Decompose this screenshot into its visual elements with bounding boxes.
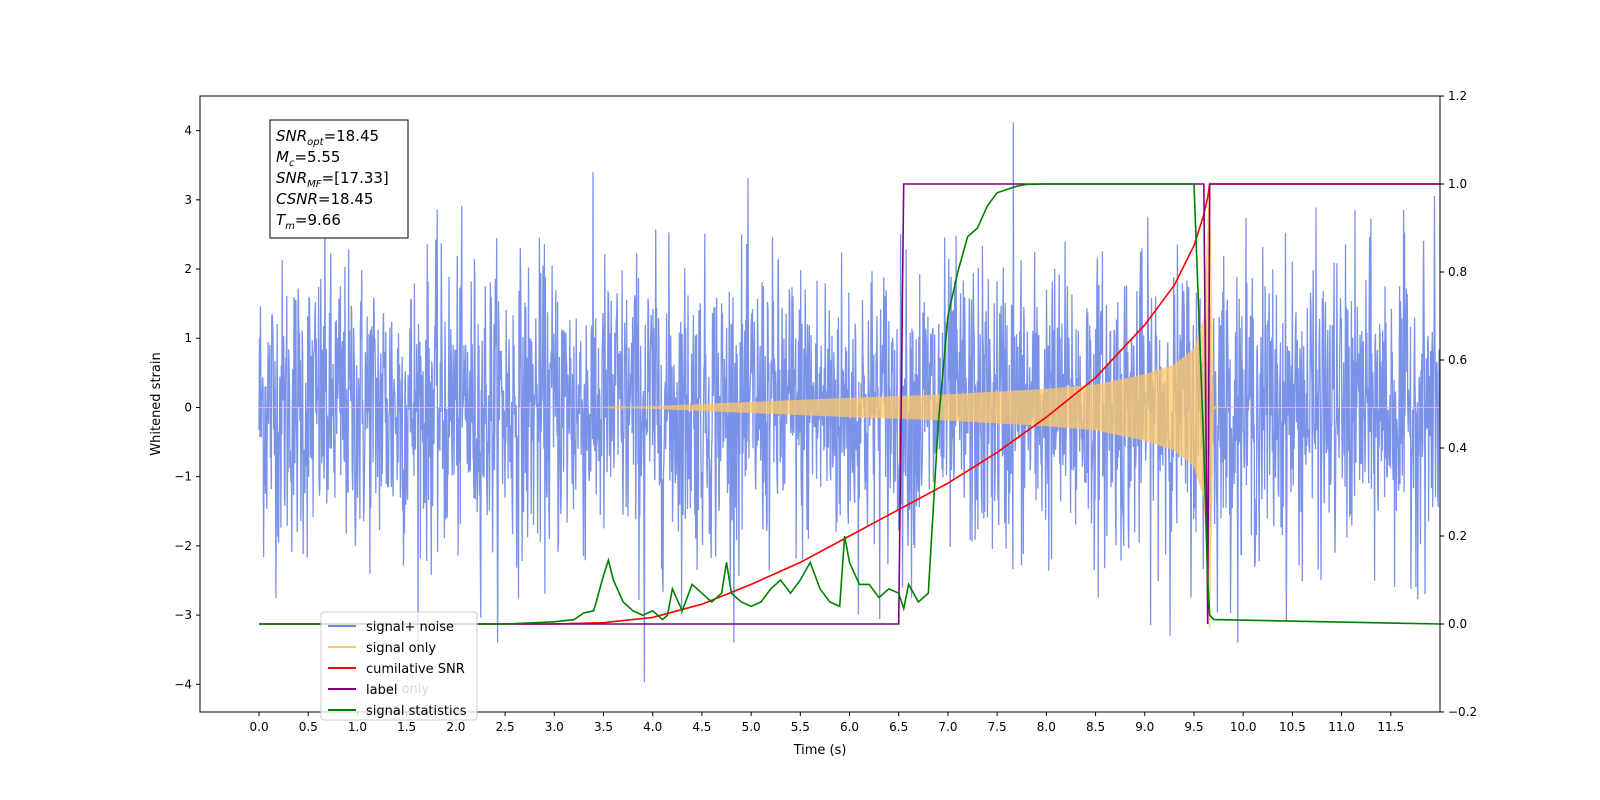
series-line-signal-statistics	[259, 183, 1440, 625]
x-tick-label: 0.0	[250, 720, 269, 734]
y-axis-label: Whitened strain	[149, 352, 164, 455]
y-right-tick-label: −0.2	[1448, 705, 1477, 719]
plot-frame	[199, 95, 1441, 713]
x-tick-label: 6.0	[840, 720, 859, 734]
annotation-line: Tm=9.66	[276, 211, 341, 232]
y-left-tick-label: −3	[174, 608, 192, 622]
y-left-axis-ticks: −4 −3 −2 −1 0 1 2 3 4	[174, 124, 200, 691]
legend-label: signal+ noise	[366, 620, 454, 635]
y-right-tick-label: 0.8	[1448, 265, 1467, 279]
y-right-tick-label: 0.6	[1448, 353, 1467, 367]
annotation-line: Mc=5.55	[276, 148, 340, 169]
x-tick-label: 4.0	[643, 720, 662, 734]
x-tick-label: 3.5	[594, 720, 613, 734]
y-right-axis-ticks: −0.2 0.0 0.2 0.4 0.6 0.8 1.0 1.2	[1440, 89, 1477, 719]
legend: label only signal only signal+ noise signal…	[320, 611, 478, 721]
x-tick-label: 5.5	[791, 720, 810, 734]
x-tick-label: 2.5	[496, 720, 515, 734]
legend-frame	[320, 611, 478, 721]
series-line-signal-noise	[258, 122, 1440, 683]
x-tick-label: 10.5	[1279, 720, 1306, 734]
legend-ghost-text: signal only	[366, 703, 436, 718]
x-tick-label: 8.5	[1086, 720, 1105, 734]
legend-label: cumilative SNR	[366, 662, 465, 677]
y-left-tick-label: 0	[184, 400, 192, 414]
x-tick-label: 1.5	[397, 720, 416, 734]
x-tick-label: 0.5	[299, 720, 318, 734]
annotation-frame	[269, 119, 409, 239]
x-tick-label: 9.5	[1184, 720, 1203, 734]
series-line-label	[259, 183, 1440, 625]
y-left-tick-label: −4	[174, 677, 192, 691]
x-tick-label: 4.5	[692, 720, 711, 734]
y-left-tick-label: 1	[184, 331, 192, 345]
legend-label: signal only	[366, 641, 436, 656]
x-tick-label: 7.0	[938, 720, 957, 734]
y-right-tick-label: 0.4	[1448, 441, 1467, 455]
x-tick-label: 5.0	[742, 720, 761, 734]
annotation-line: CSNR=18.45	[276, 190, 373, 208]
legend-label: signal statistics	[366, 704, 467, 719]
legend-label: label	[366, 683, 397, 698]
legend-ghost-text: label only	[366, 682, 429, 697]
annotation-line: SNRMF=[17.33]	[276, 169, 389, 190]
x-tick-label: 8.0	[1037, 720, 1056, 734]
x-axis-label: Time (s)	[793, 743, 847, 758]
x-axis-ticks: 0.0 0.5 1.0 1.5 2.0 2.5 3.0 3.5 4.0 4.5 5.0 5.5 6.0 6…	[250, 712, 1404, 734]
y-left-tick-label: 3	[184, 193, 192, 207]
y-left-tick-label: −2	[174, 539, 192, 553]
annotation-box: SNRopt=18.45Mc=5.55SNRMF=[17.33]CSNR=18.…	[269, 119, 409, 239]
series-line-cumilative-snr	[259, 183, 1440, 625]
y-left-tick-label: 2	[184, 262, 192, 276]
y-right-tick-label: 0.2	[1448, 529, 1467, 543]
annotation-line: SNRopt=18.45	[276, 127, 379, 148]
y-right-tick-label: 1.0	[1448, 177, 1467, 191]
x-tick-label: 3.0	[545, 720, 564, 734]
y-right-tick-label: 0.0	[1448, 617, 1467, 631]
x-tick-label: 7.5	[988, 720, 1007, 734]
y-left-tick-label: −1	[174, 470, 192, 484]
x-tick-label: 10.0	[1230, 720, 1257, 734]
x-tick-label: 6.5	[889, 720, 908, 734]
x-tick-label: 1.0	[348, 720, 367, 734]
x-tick-label: 11.5	[1377, 720, 1404, 734]
y-right-tick-label: 1.2	[1448, 89, 1467, 103]
x-tick-label: 9.0	[1135, 720, 1154, 734]
x-tick-label: 2.0	[446, 720, 465, 734]
y-left-tick-label: 4	[184, 124, 192, 138]
plot-area	[258, 122, 1440, 683]
x-tick-label: 11.0	[1328, 720, 1355, 734]
